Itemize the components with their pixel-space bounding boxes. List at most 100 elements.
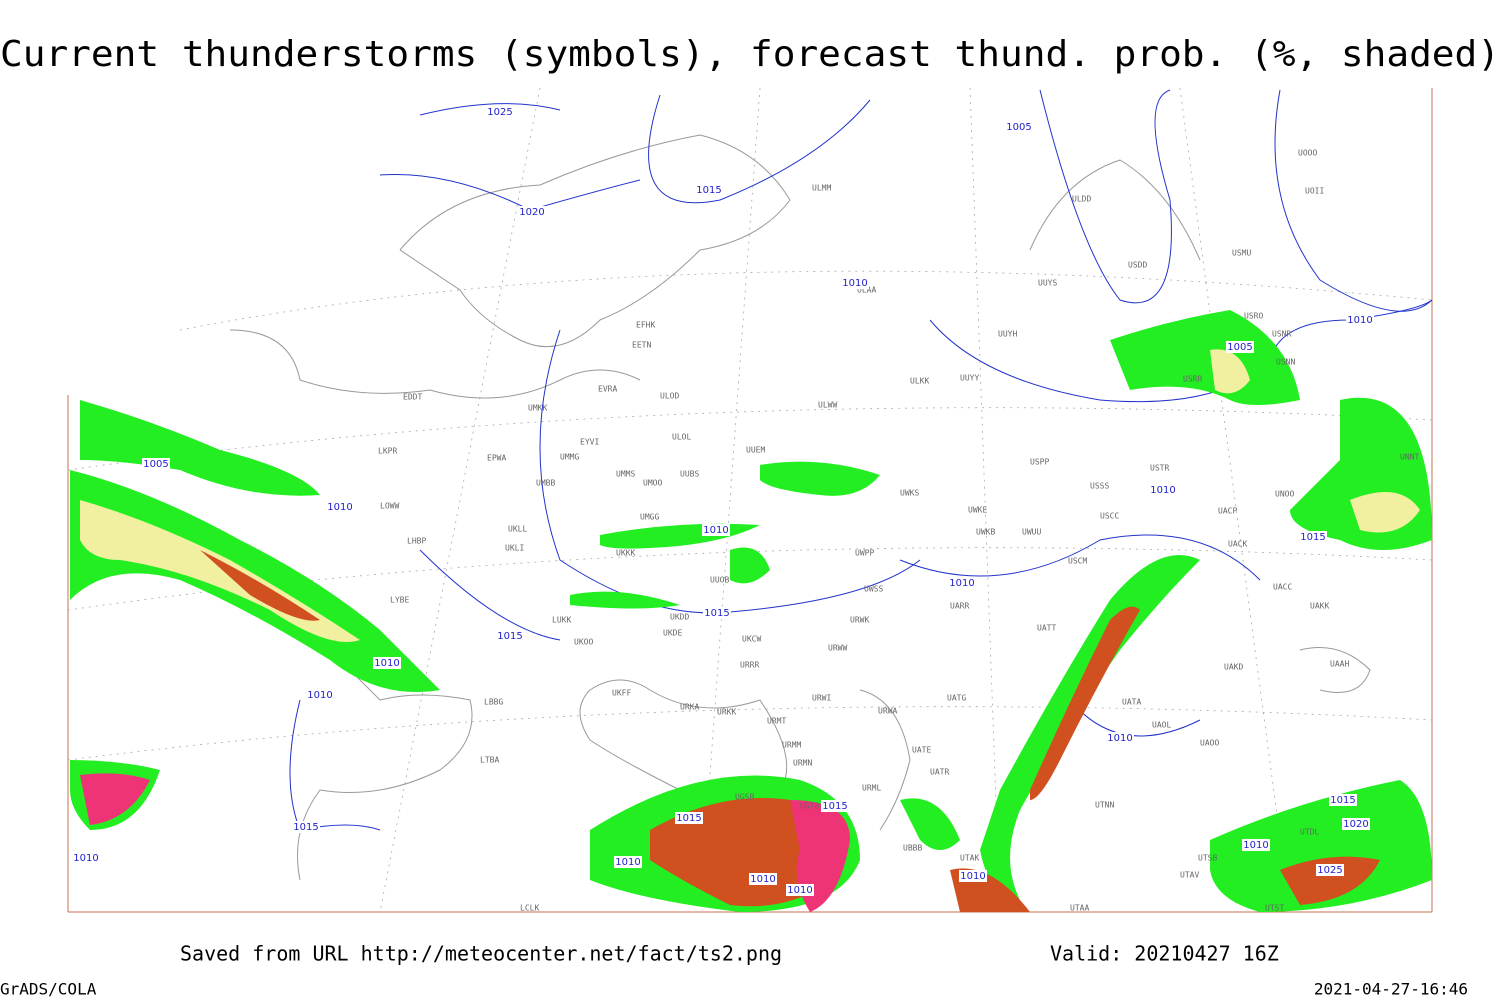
isobar-label: 1005: [1006, 122, 1031, 133]
station-label: USRR: [1183, 375, 1202, 384]
source-url: Saved from URL http://meteocenter.net/fa…: [180, 942, 782, 966]
isobar-label: 1015: [822, 801, 847, 812]
station-label: LHBP: [407, 537, 426, 546]
station-label: UWPP: [855, 549, 874, 558]
isobar-label-bg: [486, 106, 514, 118]
isobar-label-bg: [1342, 818, 1370, 830]
station-label: LOWW: [380, 502, 399, 511]
isobar-label-bg: [1329, 794, 1357, 806]
station-label: UAOL: [1152, 721, 1171, 730]
station-label: UGTB: [800, 802, 819, 811]
station-label: UNOO: [1275, 490, 1294, 499]
station-label: UWKE: [968, 506, 987, 515]
station-label: USTR: [1150, 464, 1169, 473]
isobar-label: 1010: [1347, 315, 1372, 326]
station-label: UBBB: [903, 844, 922, 853]
station-label: USRO: [1244, 312, 1263, 321]
station-label: EFHK: [636, 321, 655, 330]
station-label: EETN: [632, 341, 651, 350]
isobar-label-bg: [1149, 484, 1177, 496]
isobar-label: 1015: [1300, 532, 1325, 543]
station-label: UWSS: [864, 585, 883, 594]
isobar-label-bg: [1299, 531, 1327, 543]
station-label: UKLI: [505, 544, 524, 553]
isobar-label: 1010: [703, 525, 728, 536]
station-label: UMMS: [616, 470, 635, 479]
map-title: Current thunderstorms (symbols), forecas…: [0, 34, 1500, 75]
isobar-label: 1010: [73, 853, 98, 864]
station-label: URWA: [878, 707, 897, 716]
station-label: URWI: [812, 694, 831, 703]
station-label: UMBB: [536, 479, 555, 488]
station-label: USCC: [1100, 512, 1119, 521]
station-label: UATG: [947, 694, 966, 703]
station-label: UOII: [1305, 187, 1324, 196]
isobar-label: 1005: [1227, 342, 1252, 353]
timestamp: 2021-04-27-16:46: [1314, 980, 1468, 999]
station-label: UACC: [1273, 583, 1292, 592]
station-label: USSS: [1090, 482, 1109, 491]
station-label: UATE: [912, 746, 931, 755]
station-labels: ULMM ULDD USDD USMU UOOO UOII UUYS ULAA EFHK EETN…: [378, 149, 1419, 913]
station-label: UNNT: [1400, 453, 1419, 462]
station-label: UACK: [1228, 540, 1247, 549]
isobar-label-bg: [786, 884, 814, 896]
isobar-label-bg: [1106, 732, 1134, 744]
station-label: UWKS: [900, 489, 919, 498]
isobar-label-bg: [142, 458, 170, 470]
station-label: URRR: [740, 661, 759, 670]
station-label: LKPR: [378, 447, 397, 456]
station-label: URWK: [850, 616, 869, 625]
station-label: UAKD: [1224, 663, 1243, 672]
station-label: ULMM: [812, 184, 831, 193]
station-label: USPP: [1030, 458, 1049, 467]
station-label: ULDD: [1072, 195, 1091, 204]
isobar-label: 1010: [750, 874, 775, 885]
isobar-label: 1005: [143, 459, 168, 470]
isobar-label: 1010: [787, 885, 812, 896]
station-label: UATR: [930, 768, 949, 777]
isobar-label-bg: [1346, 314, 1374, 326]
isobar-label-bg: [959, 870, 987, 882]
station-label: EVRA: [598, 385, 617, 394]
isobar-label-bg: [749, 873, 777, 885]
isobar-labels: 1025 1020 1015 1005 1010 1010 1005 1005 1010 1010…: [72, 106, 1374, 896]
isobar-label-bg: [1226, 341, 1254, 353]
station-label: LBBG: [484, 698, 503, 707]
station-label: UWKB: [976, 528, 995, 537]
station-label: ULAA: [857, 286, 876, 295]
isobar-label-bg: [326, 501, 354, 513]
coastlines: [229, 134, 1371, 881]
isobar-label-bg: [614, 856, 642, 868]
station-label: UTDL: [1300, 828, 1319, 837]
isobar-label-bg: [496, 630, 524, 642]
station-label: UATA: [1122, 698, 1141, 707]
station-label: UATT: [1037, 624, 1056, 633]
isobar-label-bg: [306, 689, 334, 701]
isobar-label: 1015: [497, 631, 522, 642]
isobar-label: 1010: [960, 871, 985, 882]
station-label: UUOB: [710, 576, 729, 585]
isobar-label-bg: [1242, 839, 1270, 851]
isobar-label: 1015: [676, 813, 701, 824]
station-label: UTAA: [1070, 904, 1089, 913]
station-label: UUBS: [680, 470, 699, 479]
valid-time: Valid: 20210427 16Z: [1050, 942, 1279, 966]
isobar-label: 1015: [704, 608, 729, 619]
station-label: ULOL: [672, 433, 691, 442]
station-label: UKKK: [616, 549, 635, 558]
station-label: UMOO: [643, 479, 662, 488]
graticule: [67, 87, 1433, 913]
station-label: URWW: [828, 644, 847, 653]
isobar-label: 1010: [949, 578, 974, 589]
isobar-label: 1010: [1107, 733, 1132, 744]
station-label: UGSB: [735, 793, 754, 802]
station-label: USNR: [1272, 330, 1291, 339]
isobar-label: 1025: [1317, 865, 1342, 876]
station-label: UUEM: [746, 446, 765, 455]
station-label: UAAH: [1330, 660, 1349, 669]
isobar-label: 1010: [327, 502, 352, 513]
station-label: LUKK: [552, 616, 571, 625]
isobar-label-bg: [1005, 121, 1033, 133]
